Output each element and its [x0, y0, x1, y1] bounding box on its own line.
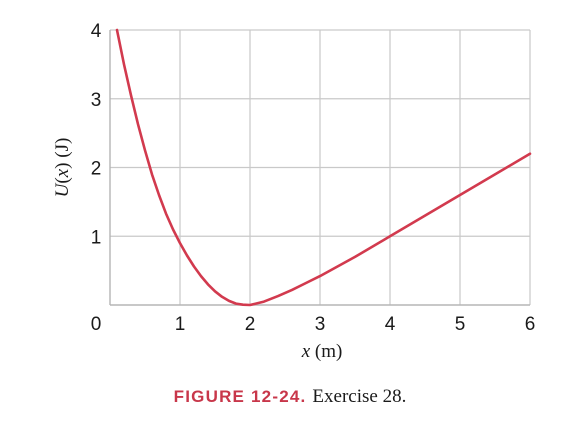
x-axis-label: x (m) [301, 341, 343, 362]
x-tick-label-0: 0 [91, 314, 102, 335]
y-axis-label-var: x [52, 168, 73, 178]
x-axis-label-unit: (m) [310, 341, 342, 362]
y-axis-label-unit: (J) [52, 138, 73, 163]
x-tick-label-2: 2 [245, 314, 256, 335]
y-tick-label-2: 2 [91, 159, 102, 180]
y-tick-label-3: 3 [91, 90, 102, 111]
axes [109, 30, 530, 306]
y-tick-label-1: 1 [91, 227, 102, 248]
x-tick-label-5: 5 [455, 314, 466, 335]
x-tick-label-3: 3 [315, 314, 326, 335]
y-axis-label: U(x) (J) [52, 138, 73, 198]
x-tick-label-4: 4 [385, 314, 396, 335]
x-tick-label-1: 1 [175, 314, 186, 335]
y-tick-labels: 1 2 3 4 [91, 21, 102, 248]
grid [110, 29, 531, 305]
figure-caption-text: Exercise 28. [312, 386, 407, 407]
series-line-0 [115, 28, 532, 307]
x-axis-label-var: x [301, 341, 311, 362]
y-axis-label-func: U [52, 182, 73, 197]
y-axis-label-open: ( [52, 177, 73, 183]
x-tick-label-6: 6 [525, 314, 536, 335]
y-tick-label-4: 4 [91, 21, 102, 42]
x-tick-labels: 0 1 2 3 4 5 6 [91, 314, 536, 335]
series-group [115, 28, 532, 307]
figure-number: FIGURE 12-24. [173, 387, 307, 406]
y-axis-label-close: ) [52, 162, 73, 168]
figure-caption: FIGURE 12-24. Exercise 28. [0, 386, 580, 408]
